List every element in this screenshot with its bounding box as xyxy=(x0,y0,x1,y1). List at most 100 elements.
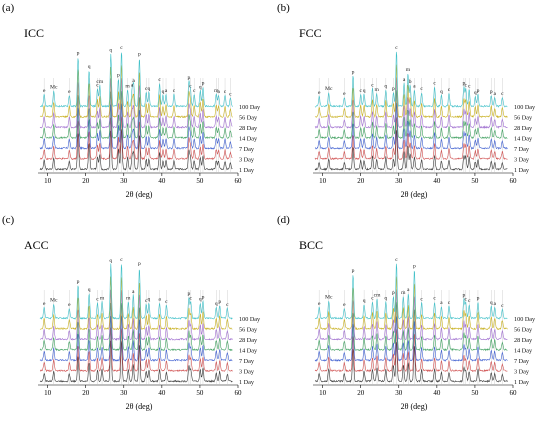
legend-label: 1 Day xyxy=(239,379,255,386)
legend-label: 56 Day xyxy=(239,115,258,122)
series-line xyxy=(315,341,508,384)
series-line xyxy=(314,263,508,320)
peak-tag: m xyxy=(214,88,219,94)
legend-label: 28 Day xyxy=(239,125,258,132)
legend-label: 56 Day xyxy=(514,327,533,334)
legend-label: 100 Day xyxy=(514,104,536,111)
series-line xyxy=(39,289,233,341)
peak-tag: a xyxy=(407,287,410,293)
peak-tag: c xyxy=(224,89,227,95)
peak-tag: c xyxy=(468,83,471,89)
x-tick-label: 20 xyxy=(82,389,90,397)
peak-tag: Mc xyxy=(325,86,333,92)
peak-tag: p xyxy=(462,293,465,299)
peak-tag: a xyxy=(217,89,220,95)
peak-tag: p xyxy=(477,88,480,94)
peak-tag: q xyxy=(363,88,366,94)
xrd-plot: 1 Day 3 Day 7 Day 14 Day 28 Day 56 Day 100 Day… xyxy=(313,45,536,199)
x-axis-title: 2θ (deg) xyxy=(401,402,428,411)
x-tick-label: 20 xyxy=(82,177,90,185)
series-line xyxy=(314,289,508,341)
peak-tag: c xyxy=(468,298,471,304)
peak-tag: c xyxy=(465,297,468,303)
panel-title: BCC xyxy=(299,238,324,252)
peak-tag: p xyxy=(392,290,395,296)
panel-label: (a) xyxy=(2,2,15,14)
peak-tag: cm xyxy=(96,79,103,85)
peak-tag: c xyxy=(420,86,423,92)
peak-tag: m xyxy=(100,295,105,301)
peak-tag: Mc xyxy=(50,85,58,91)
peak-tag: p xyxy=(117,72,120,78)
peak-tag: p xyxy=(477,295,480,301)
series-line xyxy=(39,116,233,161)
series-line xyxy=(314,51,508,108)
series-line xyxy=(39,263,233,320)
panel-title: FCC xyxy=(299,26,322,40)
peak-tag: c xyxy=(226,302,229,308)
peak-tag: q xyxy=(148,297,151,303)
peak-tag: q xyxy=(88,64,91,70)
peak-tag: q xyxy=(215,301,218,307)
peak-tag: e xyxy=(318,301,321,307)
series-line xyxy=(314,302,508,352)
peak-tag: p xyxy=(392,86,395,92)
legend-label: 1 Day xyxy=(514,167,530,174)
peak-tag: a xyxy=(165,88,168,94)
peak-tag: c xyxy=(96,82,99,88)
peak-tag: q xyxy=(474,90,477,96)
legend-label: 56 Day xyxy=(239,327,258,334)
legend-label: 28 Day xyxy=(514,337,533,344)
x-tick-label: 50 xyxy=(471,177,479,185)
series-line xyxy=(39,129,233,171)
peak-tag: c xyxy=(420,297,423,303)
xrd-panel-fcc: (b) FCC 1 Day 3 Day 7 Day 14 Day 28 Day 56 Da… xyxy=(275,0,550,211)
peak-tag: m xyxy=(375,87,380,93)
peak-tag: p xyxy=(187,75,190,81)
peak-tag: m xyxy=(125,83,130,89)
peak-tag: p xyxy=(490,89,493,95)
peak-tag: a xyxy=(131,82,134,88)
peak-tag: c xyxy=(96,297,99,303)
peak-tag: m xyxy=(401,290,406,296)
peak-tag: p xyxy=(202,294,205,300)
series-line xyxy=(314,130,508,171)
peak-tag: e xyxy=(318,90,321,96)
x-tick-label: 40 xyxy=(158,177,166,185)
peak-tag: q xyxy=(199,85,202,91)
series-line xyxy=(314,64,508,119)
peak-tag: p xyxy=(187,291,190,297)
peak-tag: p xyxy=(138,51,141,57)
legend-label: 1 Day xyxy=(514,379,530,386)
series-line xyxy=(314,329,508,373)
peak-tag: p xyxy=(138,261,141,267)
x-tick-label: 30 xyxy=(395,389,403,397)
legend-label: 3 Day xyxy=(239,157,255,164)
peak-tag: c xyxy=(395,257,398,263)
series-line xyxy=(39,315,233,362)
series-line xyxy=(314,90,508,140)
x-tick-label: 40 xyxy=(433,177,441,185)
x-axis-title: 2θ (deg) xyxy=(126,402,153,411)
peak-tag: cm xyxy=(374,293,381,299)
xrd-plot: 1 Day 3 Day 7 Day 14 Day 28 Day 56 Day 100 Day… xyxy=(38,257,261,411)
peak-tag: p xyxy=(77,50,80,56)
peak-tag: c xyxy=(120,257,123,263)
peak-tag: q xyxy=(440,89,443,95)
peak-tag: q xyxy=(88,287,91,293)
series-line xyxy=(39,103,233,150)
panel-label: (d) xyxy=(277,214,290,226)
peak-tag: q xyxy=(148,86,151,92)
peak-tag: p xyxy=(202,81,205,87)
peak-tag: e xyxy=(43,301,46,307)
peak-tag: c xyxy=(189,83,192,89)
legend-label: 14 Day xyxy=(239,348,258,355)
peak-tag: q xyxy=(384,295,387,301)
x-tick-label: 10 xyxy=(44,177,52,185)
x-tick-label: 30 xyxy=(120,177,128,185)
peak-tag: c xyxy=(433,81,436,87)
peak-tag: Mc xyxy=(325,294,333,300)
series-line xyxy=(39,52,233,109)
x-tick-label: 40 xyxy=(158,389,166,397)
legend-label: 56 Day xyxy=(514,115,533,122)
